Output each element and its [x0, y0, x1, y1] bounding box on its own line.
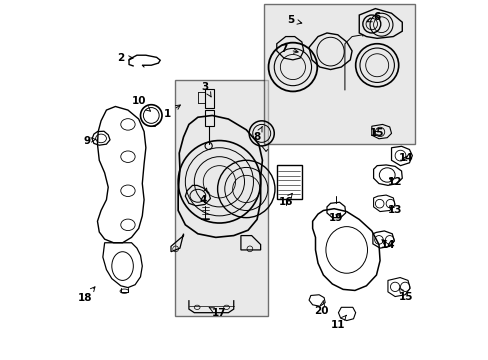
- Text: 7: 7: [280, 44, 298, 54]
- Text: 12: 12: [387, 177, 402, 187]
- Text: 6: 6: [366, 12, 380, 22]
- Text: 19: 19: [328, 213, 343, 222]
- Text: 2: 2: [117, 53, 133, 63]
- Text: 8: 8: [253, 127, 262, 142]
- Bar: [276, 165, 301, 199]
- Bar: [204, 110, 214, 126]
- Text: 10: 10: [131, 96, 150, 111]
- Bar: [204, 89, 214, 108]
- Text: 17: 17: [209, 307, 226, 318]
- Text: 14: 14: [398, 153, 412, 163]
- Polygon shape: [264, 4, 414, 144]
- Text: 4: 4: [199, 188, 207, 205]
- Text: 18: 18: [78, 287, 95, 303]
- Text: 9: 9: [83, 136, 96, 145]
- Text: 15: 15: [398, 288, 412, 302]
- Text: 1: 1: [163, 105, 180, 119]
- Text: 20: 20: [314, 300, 328, 316]
- Text: 13: 13: [387, 206, 402, 216]
- Bar: [174, 80, 267, 316]
- Text: 16: 16: [278, 193, 292, 207]
- Text: 11: 11: [330, 315, 346, 330]
- Text: 15: 15: [369, 129, 384, 138]
- Text: 14: 14: [380, 239, 394, 249]
- Text: 3: 3: [201, 82, 211, 97]
- Text: 5: 5: [287, 15, 301, 26]
